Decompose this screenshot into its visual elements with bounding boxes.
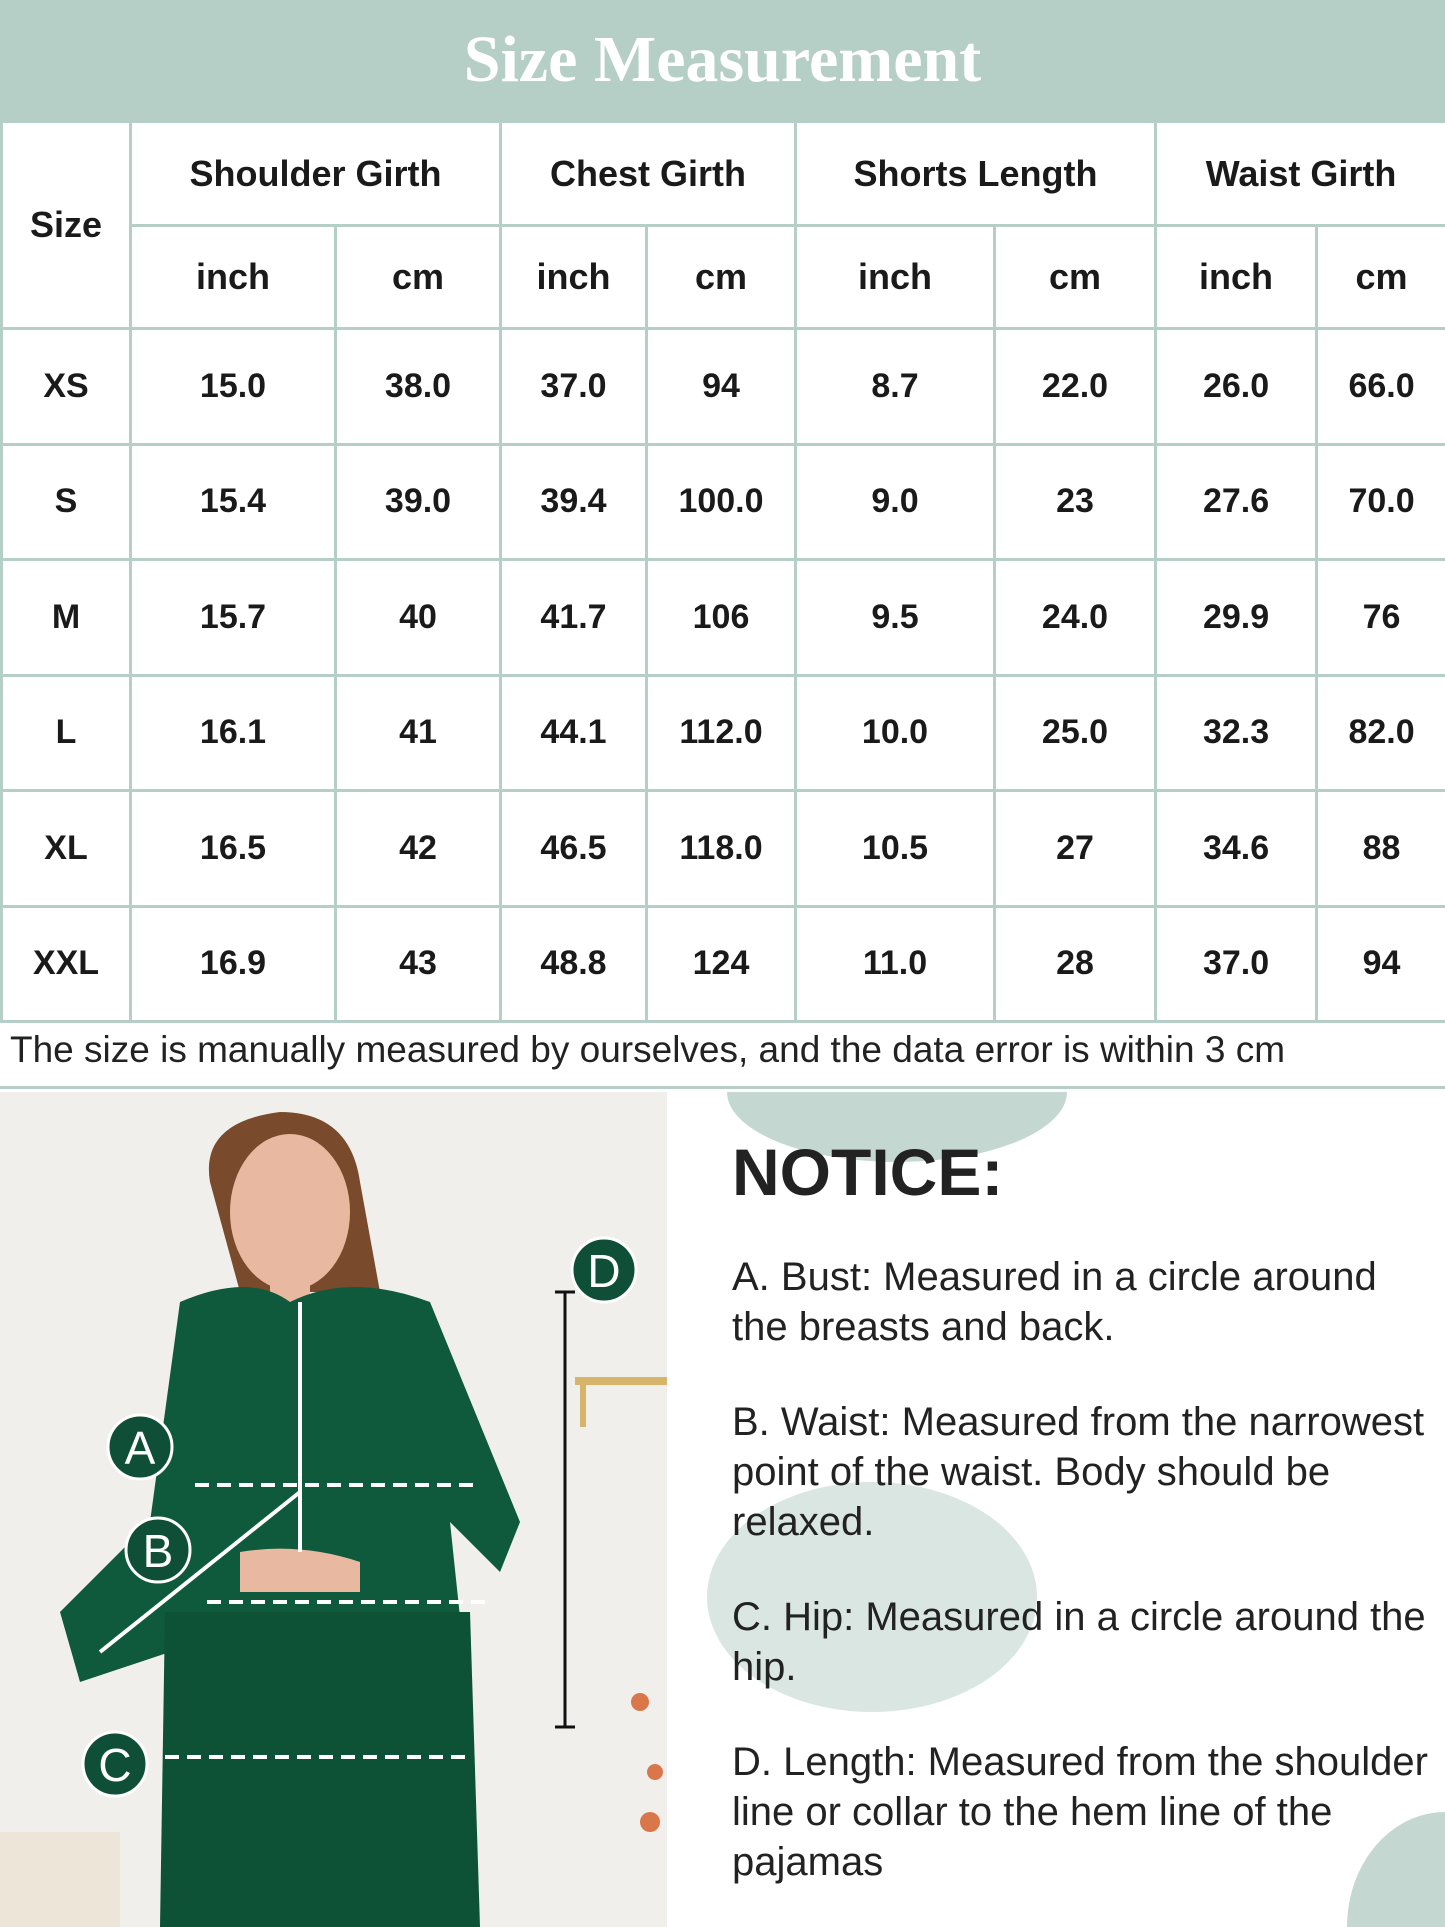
measurement-cell: 15.4: [129, 442, 337, 561]
measurement-cell: 23: [993, 442, 1158, 561]
unit-header: cm: [993, 224, 1158, 330]
size-label: XL: [0, 789, 132, 908]
size-header: Size: [0, 120, 132, 330]
svg-text:C: C: [98, 1739, 131, 1791]
table-row: S 15.4 39.0 39.4 100.0 9.0 23 27.6 70.0: [0, 442, 1445, 561]
group-header: Shorts Length: [794, 120, 1158, 227]
measurement-cell: 37.0: [1154, 904, 1319, 1023]
notice-item: B. Waist: Measured from the narrowest po…: [732, 1400, 1425, 1544]
unit-header: inch: [129, 224, 337, 330]
measurement-cell: 11.0: [794, 904, 997, 1023]
unit-header: cm: [334, 224, 502, 330]
measurement-cell: 66.0: [1315, 327, 1445, 446]
measurement-cell: 42: [334, 789, 502, 908]
table-row: M 15.7 40 41.7 106 9.5 24.0 29.9 76: [0, 558, 1445, 677]
measurement-cell: 15.0: [129, 327, 337, 446]
measurement-cell: 25.0: [993, 673, 1158, 792]
measurement-cell: 38.0: [334, 327, 502, 446]
size-label: XXL: [0, 904, 132, 1023]
table-row: XL 16.5 42 46.5 118.0 10.5 27 34.6 88: [0, 789, 1445, 908]
table-row: XS 15.0 38.0 37.0 94 8.7 22.0 26.0 66.0: [0, 327, 1445, 446]
measurement-cell: 48.8: [499, 904, 648, 1023]
measurement-cell: 70.0: [1315, 442, 1445, 561]
notice-item: D. Length: Measured from the shoulder li…: [732, 1740, 1428, 1884]
notice-item: A. Bust: Measured in a circle around the…: [732, 1255, 1377, 1349]
measurement-cell: 39.0: [334, 442, 502, 561]
measurement-cell: 9.0: [794, 442, 997, 561]
measurement-cell: 27.6: [1154, 442, 1319, 561]
unit-header: inch: [794, 224, 997, 330]
size-label: M: [0, 558, 132, 677]
decorative-blob: [707, 1482, 1037, 1712]
measurement-cell: 46.5: [499, 789, 648, 908]
group-header: Waist Girth: [1154, 120, 1445, 227]
measurement-caption: The size is manually measured by ourselv…: [0, 1020, 1445, 1089]
unit-header: cm: [644, 224, 798, 330]
measurement-cell: 9.5: [794, 558, 997, 677]
unit-header: inch: [499, 224, 648, 330]
marker-b: B: [124, 1516, 192, 1584]
measurement-cell: 76: [1315, 558, 1445, 677]
measurement-cell: 26.0: [1154, 327, 1319, 446]
marker-d: D: [570, 1236, 638, 1304]
measurement-cell: 24.0: [993, 558, 1158, 677]
measurement-cell: 15.7: [129, 558, 337, 677]
measurement-cell: 100.0: [644, 442, 798, 561]
measurement-cell: 41: [334, 673, 502, 792]
measurement-cell: 40: [334, 558, 502, 677]
unit-header: cm: [1315, 224, 1445, 330]
marker-a: A: [106, 1413, 174, 1481]
measurement-cell: 22.0: [993, 327, 1158, 446]
measurement-cell: 28: [993, 904, 1158, 1023]
measurement-cell: 29.9: [1154, 558, 1319, 677]
size-label: XS: [0, 327, 132, 446]
measurement-cell: 37.0: [499, 327, 648, 446]
group-header: Chest Girth: [498, 120, 798, 227]
table-row: L 16.1 41 44.1 112.0 10.0 25.0 32.3 82.0: [0, 673, 1445, 792]
measurement-cell: 124: [644, 904, 798, 1023]
measurement-cell: 34.6: [1154, 789, 1319, 908]
measurement-cell: 10.5: [794, 789, 997, 908]
svg-text:D: D: [587, 1245, 620, 1297]
measurement-cell: 43: [334, 904, 502, 1023]
notice-title: NOTICE:: [732, 1135, 1004, 1209]
measurement-cell: 27: [993, 789, 1158, 908]
measurement-cell: 41.7: [499, 558, 648, 677]
svg-text:A: A: [125, 1422, 156, 1474]
measurement-cell: 44.1: [499, 673, 648, 792]
measurement-cell: 118.0: [644, 789, 798, 908]
size-label: S: [0, 442, 132, 561]
notice-panel: NOTICE: A. Bust: Measured in a circle ar…: [667, 1092, 1445, 1927]
measurement-cell: 88: [1315, 789, 1445, 908]
measurement-cell: 112.0: [644, 673, 798, 792]
size-table: Size Shoulder Girth Chest Girth Shorts L…: [0, 120, 1445, 1023]
measurement-cell: 16.1: [129, 673, 337, 792]
measurement-cell: 32.3: [1154, 673, 1319, 792]
measurement-cell: 16.9: [129, 904, 337, 1023]
measurement-cell: 39.4: [499, 442, 648, 561]
measurement-cell: 16.5: [129, 789, 337, 908]
notice-item: C. Hip: Measured in a circle around the …: [732, 1595, 1426, 1689]
page-title: Size Measurement: [0, 0, 1445, 120]
marker-c: C: [81, 1730, 149, 1798]
measurement-cell: 94: [644, 327, 798, 446]
measurement-cell: 10.0: [794, 673, 997, 792]
unit-header: inch: [1154, 224, 1319, 330]
measurement-cell: 106: [644, 558, 798, 677]
svg-text:B: B: [143, 1525, 174, 1577]
measurement-cell: 94: [1315, 904, 1445, 1023]
model-photo: A B C D: [0, 1092, 667, 1927]
group-header: Shoulder Girth: [129, 120, 502, 227]
size-label: L: [0, 673, 132, 792]
measurement-cell: 8.7: [794, 327, 997, 446]
table-row: XXL 16.9 43 48.8 124 11.0 28 37.0 94: [0, 904, 1445, 1023]
measurement-cell: 82.0: [1315, 673, 1445, 792]
